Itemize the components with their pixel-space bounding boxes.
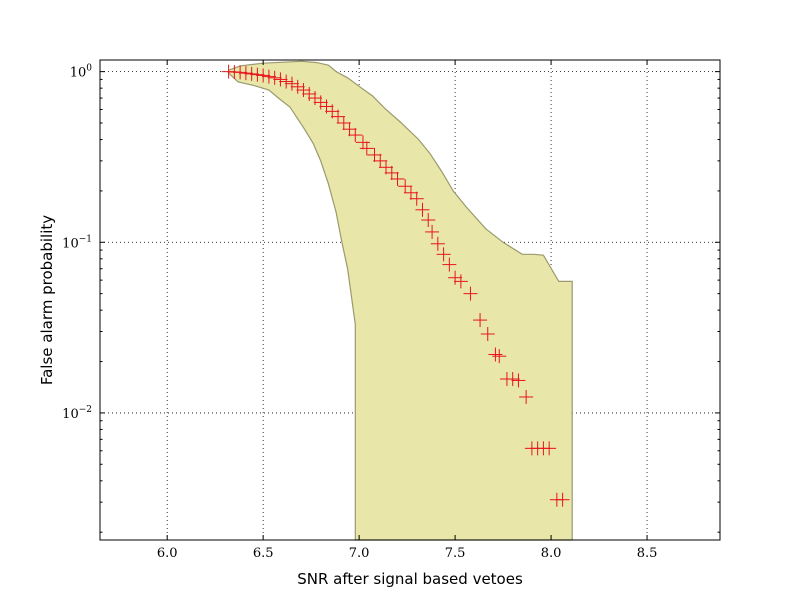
y-tick-label: 10−2 [62,405,92,422]
x-tick-label: 7.0 [349,546,370,561]
data-point [273,72,288,87]
data-point [244,66,259,81]
data-point [238,66,253,81]
data-point [348,128,363,143]
data-point [342,122,357,137]
data-point [302,86,317,101]
data-point [296,83,311,98]
x-tick-labels: 6.0 6.5 7.0 7.5 8.0 8.5 [157,546,658,561]
data-point [359,141,374,156]
data-point [267,70,282,85]
data-point [331,109,346,124]
data-markers [221,64,570,507]
data-point [488,347,503,362]
data-point [511,373,526,388]
y-tick-label: 100 [70,64,93,81]
data-point [463,286,478,301]
data-point [421,213,436,228]
data-point [542,441,557,456]
x-tick-label: 8.0 [541,546,562,561]
data-point [367,147,382,162]
data-point [398,179,413,194]
data-point [290,79,305,94]
data-point [480,327,495,342]
data-point [430,236,445,251]
x-tick-label: 6.0 [157,546,178,561]
data-point [355,135,370,150]
data-point [379,160,394,175]
data-point [390,171,405,186]
data-point [505,372,520,387]
ticks [100,60,720,540]
plot-frame [99,59,721,541]
x-axis-label: SNR after signal based vetoes [297,570,523,588]
x-tick-label: 7.5 [445,546,466,561]
data-point [325,104,340,119]
data-point [409,191,424,206]
data-point [473,313,488,328]
false-alarm-band [228,60,573,541]
data-point [519,389,534,404]
y-axis-label: False alarm probability [38,215,56,385]
data-point [453,274,468,289]
data-point [448,270,463,285]
x-tick-label: 8.5 [637,546,658,561]
data-point [233,65,248,80]
data-point [425,224,440,239]
data-point [261,69,276,84]
data-point [284,76,299,91]
data-point [250,67,265,82]
data-point [492,349,507,364]
x-tick-label: 6.5 [253,546,274,561]
data-point [313,95,328,110]
data-point [415,202,430,217]
data-point [436,247,451,262]
y-tick-label: 10−1 [62,234,92,251]
data-point [403,185,418,200]
y-tick-labels: 100 10−1 10−2 [62,64,92,422]
data-point [373,153,388,168]
data-point [256,68,271,83]
data-point [336,116,351,131]
data-point [442,257,457,272]
data-point [279,74,294,89]
data-point [555,492,570,507]
data-point [384,165,399,180]
